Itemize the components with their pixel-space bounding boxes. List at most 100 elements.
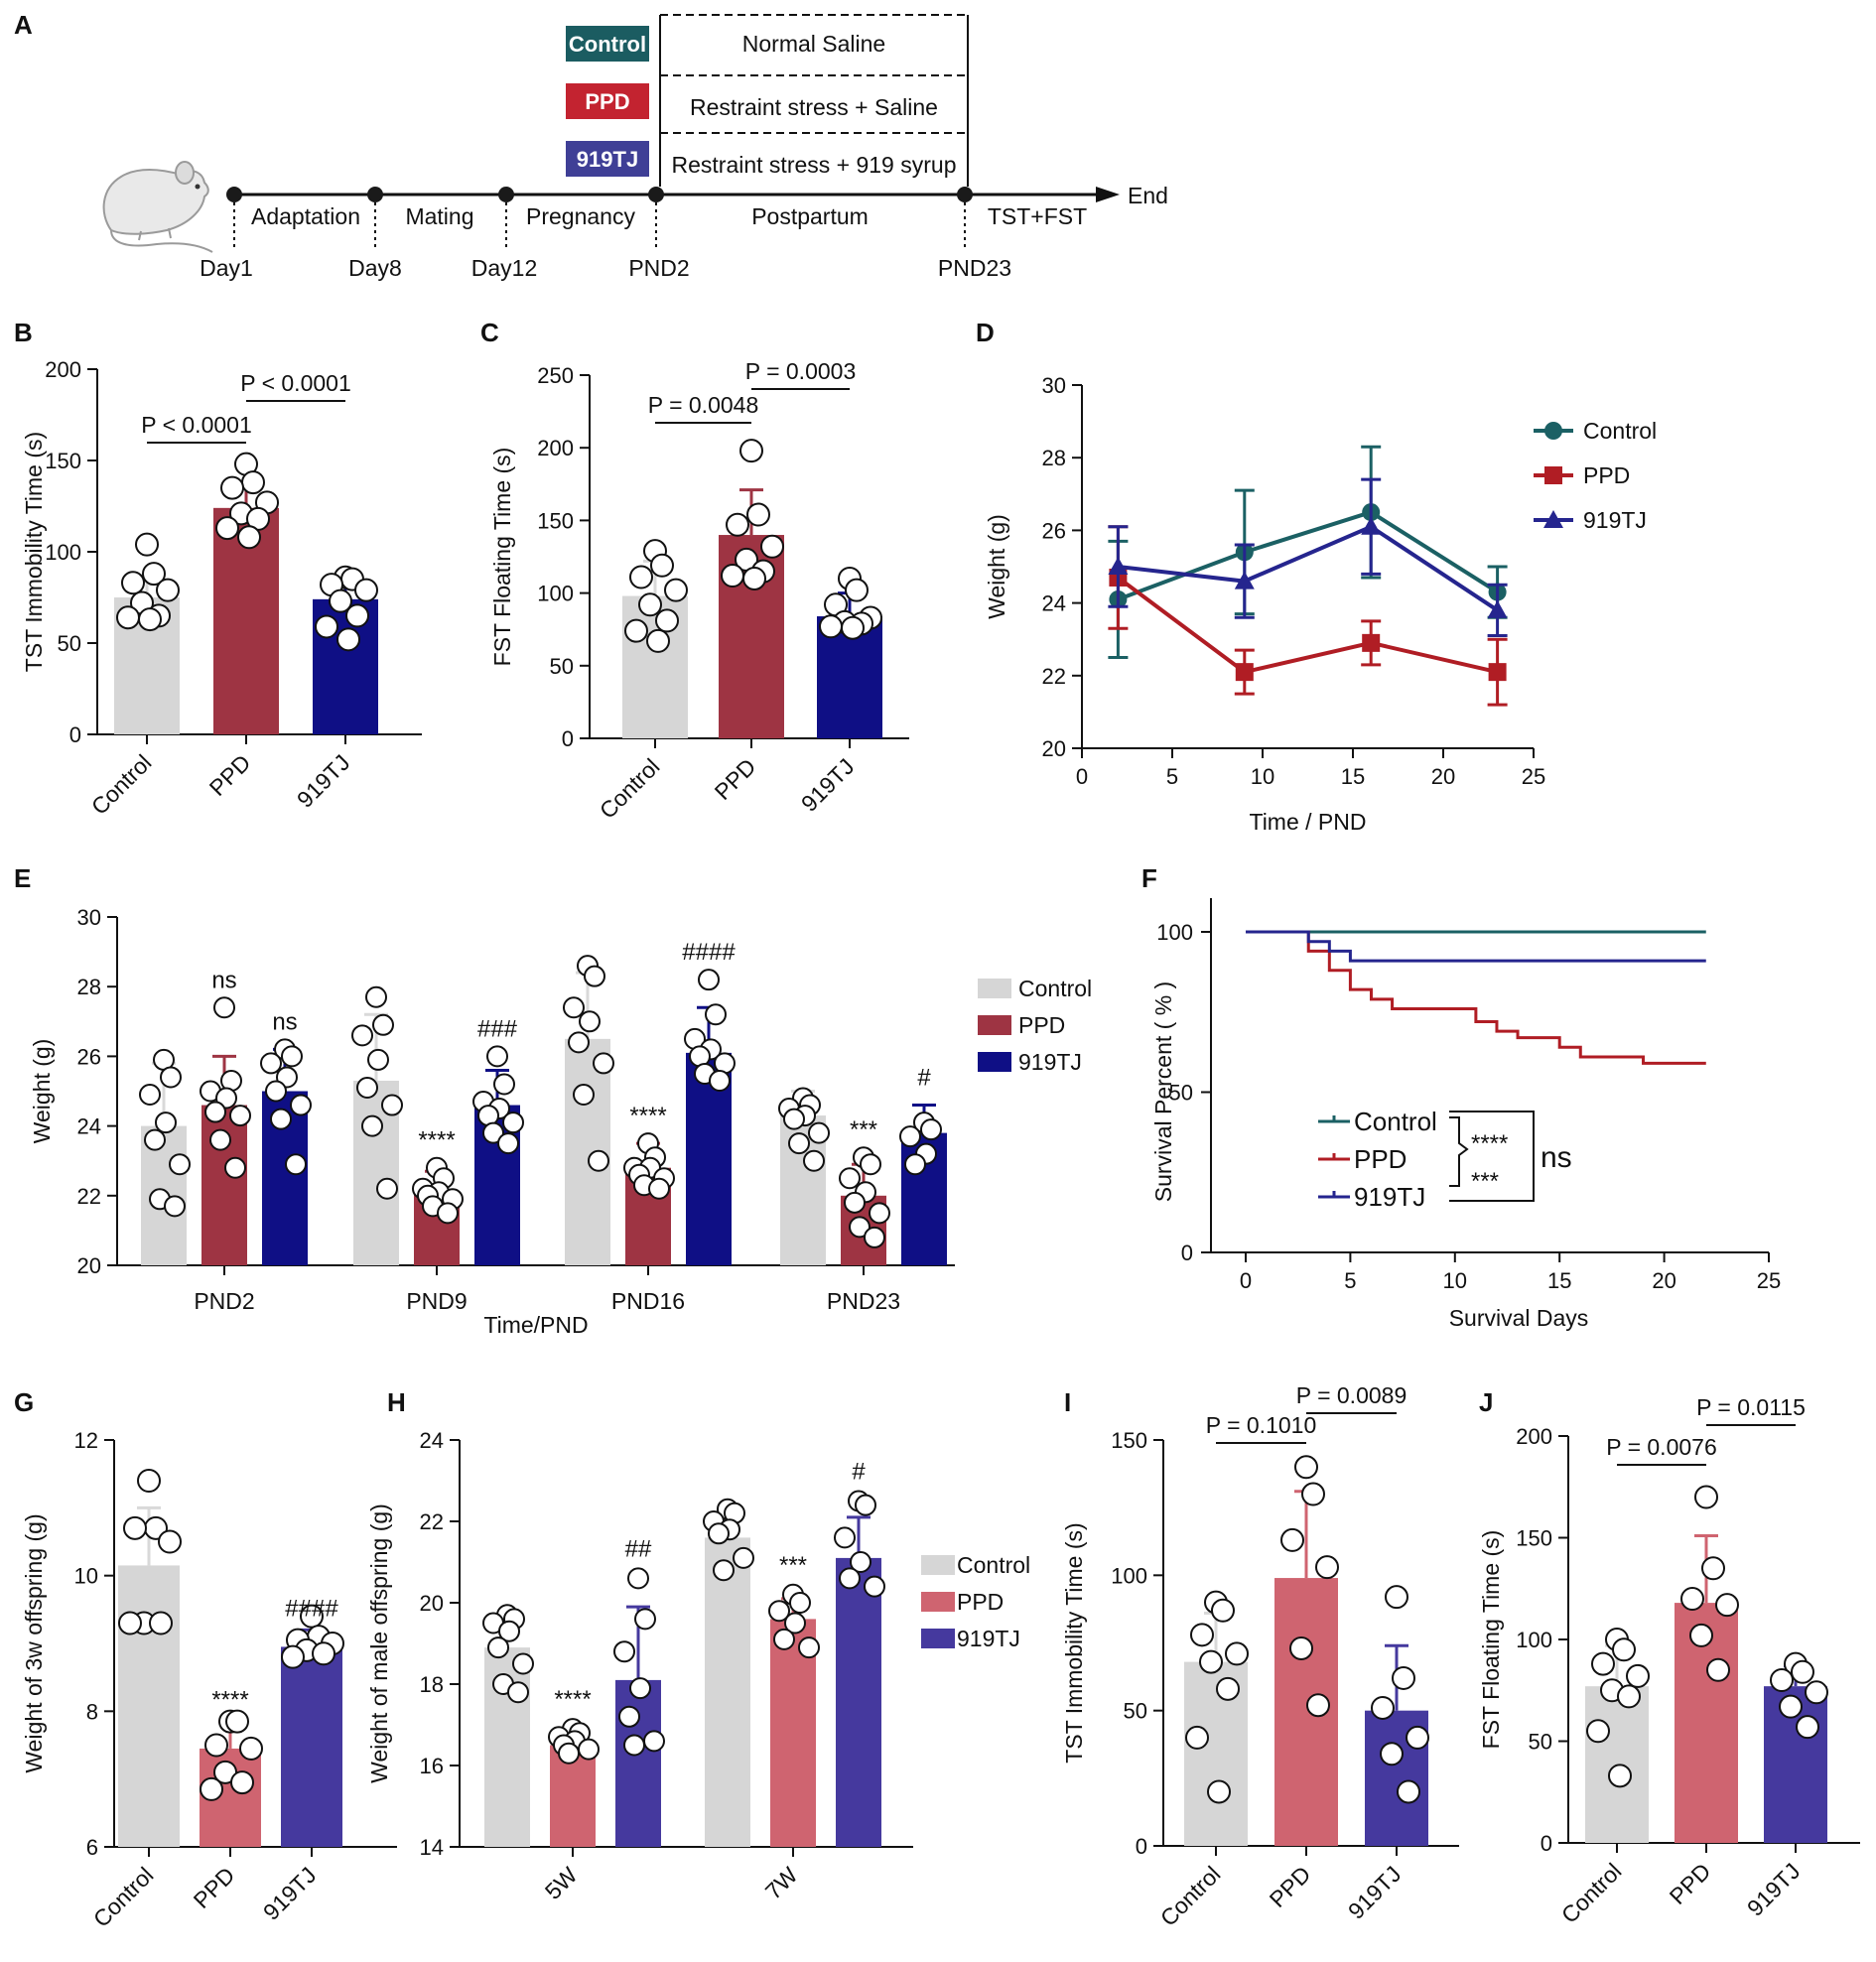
panel_e-legend-swatch — [978, 1052, 1011, 1072]
panel_e-data-point — [705, 1003, 727, 1026]
panel_g-y-tick-label: 10 — [74, 1564, 98, 1589]
panel_i-comparison-label: P = 0.0089 — [1296, 1382, 1407, 1408]
panel_g-y-tick-label: 8 — [86, 1699, 98, 1724]
panel_g-data-point — [137, 1469, 161, 1493]
panel_d-y-tick-label: 26 — [1042, 518, 1066, 543]
panel_b-y-tick-label: 0 — [69, 722, 81, 747]
panel_i-x-tick-label: Control — [1155, 1861, 1226, 1931]
panel_b-data-point — [220, 475, 244, 500]
panel_d-x-tick-label: 20 — [1431, 764, 1455, 789]
panel_f-x-tick-label: 20 — [1652, 1268, 1675, 1293]
treatment-table: Control PPD 919TJ Normal Saline Restrain… — [566, 14, 969, 187]
panel_c-y-tick-label: 100 — [537, 582, 574, 606]
panel_d-data-point — [1108, 557, 1129, 575]
panel_i-data-point — [1306, 1693, 1330, 1718]
panel_c-data-point — [845, 578, 869, 602]
panel_g-data-point — [158, 1529, 182, 1554]
panel_c-data-point — [646, 628, 670, 653]
panel_g-x-tick-label: Control — [88, 1862, 159, 1932]
panel_g-y-label: Weight of 3w offspring (g) — [21, 1513, 47, 1772]
panel_c-data-point — [624, 618, 648, 643]
panel_b-data-point — [156, 578, 180, 602]
panel_e-significance: # — [917, 1065, 931, 1092]
panel_f-x-tick-label: 15 — [1547, 1268, 1571, 1293]
panel_h-data-point — [487, 1636, 509, 1659]
panel_f-chart: 0 50 100 0 5 10 15 20 25 Survival Days Survival Pe… — [1150, 898, 1781, 1331]
panel_j-data-point — [1770, 1668, 1794, 1692]
panel_e-data-point — [164, 1195, 186, 1218]
panel_c-y-tick-label: 200 — [537, 436, 574, 460]
panel_c-comparison-label: P = 0.0003 — [745, 358, 857, 384]
panel_c-data-point — [638, 592, 662, 617]
panel_i-data-point — [1225, 1641, 1249, 1666]
panel_h-legend-label: Control — [957, 1552, 1030, 1578]
panel_e-data-point — [486, 1045, 508, 1068]
panel_i-data-point — [1294, 1455, 1318, 1480]
panel_b-x-tick-label: Control — [86, 749, 157, 820]
panel_b-comparison-label: P < 0.0001 — [240, 370, 351, 396]
panel_e-data-point — [160, 1066, 182, 1089]
panel_j-data-point — [1715, 1593, 1739, 1618]
panel_e-data-point — [361, 1114, 383, 1137]
panel_e-significance: **** — [629, 1103, 666, 1129]
panel_e-significance: ns — [272, 1008, 297, 1035]
panel_f-curve-919tj — [1246, 930, 1706, 963]
panel_b-x-tick-label: PPD — [204, 749, 256, 801]
panel_j-data-point — [1796, 1715, 1819, 1740]
panel_b-data-point — [329, 589, 352, 613]
panel_i-y-tick-label: 100 — [1111, 1563, 1147, 1588]
phase-postpartum: Postpartum — [751, 203, 869, 229]
panel_d-data-point — [1362, 633, 1381, 652]
panel_i-data-point — [1199, 1649, 1223, 1674]
panel_b-data-point — [237, 525, 261, 550]
panel_e-data-point — [860, 1153, 881, 1176]
panel_e-data-point — [155, 1112, 177, 1134]
panel_f-y-tick-label: 100 — [1156, 920, 1193, 945]
panel_e-data-point — [844, 1191, 866, 1214]
panel_j-data-point — [1701, 1556, 1725, 1581]
panel_g-y-tick-label: 6 — [86, 1835, 98, 1860]
panel_e-data-point — [365, 985, 387, 1008]
panel_j-data-point — [1586, 1719, 1610, 1744]
panel_j-data-point — [1706, 1657, 1730, 1682]
panel_e-y-tick-label: 22 — [77, 1184, 101, 1209]
panel_e-data-point — [285, 1153, 307, 1176]
panel_c-y-label: FST Floating Time (s) — [489, 448, 515, 667]
panel_h-data-point — [558, 1742, 580, 1765]
panel_e-data-point — [376, 1177, 398, 1200]
panel_e-data-point — [290, 1094, 312, 1116]
panel_h-legend-swatch — [921, 1592, 955, 1612]
panel_d-legend-label: 919TJ — [1583, 507, 1647, 533]
panel_e-data-point — [270, 1108, 292, 1130]
panel_h-significance: ## — [625, 1535, 652, 1562]
phase-mating: Mating — [405, 203, 473, 229]
panel_e-data-point — [568, 1031, 590, 1054]
panel-letter-b: B — [14, 318, 33, 347]
panel_f-x-tick-label: 5 — [1344, 1268, 1356, 1293]
panel_f-bracket-inner — [1449, 1116, 1469, 1187]
panel_e-data-point — [579, 1010, 601, 1033]
panel_e-data-point — [803, 1149, 825, 1172]
panel_f-x-tick-label: 0 — [1240, 1268, 1252, 1293]
panel_c-data-point — [721, 564, 744, 589]
panel_i-data-point — [1385, 1585, 1408, 1610]
panel_d-data-point — [1487, 599, 1508, 618]
panel_e-y-label: Weight (g) — [29, 1039, 55, 1144]
panel_h-legend-label: 919TJ — [957, 1626, 1020, 1651]
panel_f-significance: *** — [1471, 1168, 1499, 1195]
panel_e-data-point — [493, 1073, 515, 1096]
panel_e-chart: 20 22 24 26 28 30 Weight (g) PND2 PND9 PND16 PND23… — [29, 905, 1092, 1338]
panel_e-data-point — [356, 1076, 378, 1099]
panel_d-legend-label: Control — [1583, 418, 1657, 444]
panel_j-y-label: FST Floating Time (s) — [1478, 1530, 1504, 1750]
panel_g-data-point — [200, 1776, 223, 1801]
panel_j-comparison-label: P = 0.0076 — [1606, 1434, 1717, 1460]
panel_e-data-point — [169, 1153, 191, 1176]
panel_e-data-point — [381, 1094, 403, 1116]
group-badge-ppd — [566, 83, 649, 119]
panel_j-comparison-label: P = 0.0115 — [1696, 1394, 1806, 1420]
panel_g-x-tick-label: PPD — [189, 1862, 240, 1913]
panel_g-data-point — [281, 1644, 305, 1669]
